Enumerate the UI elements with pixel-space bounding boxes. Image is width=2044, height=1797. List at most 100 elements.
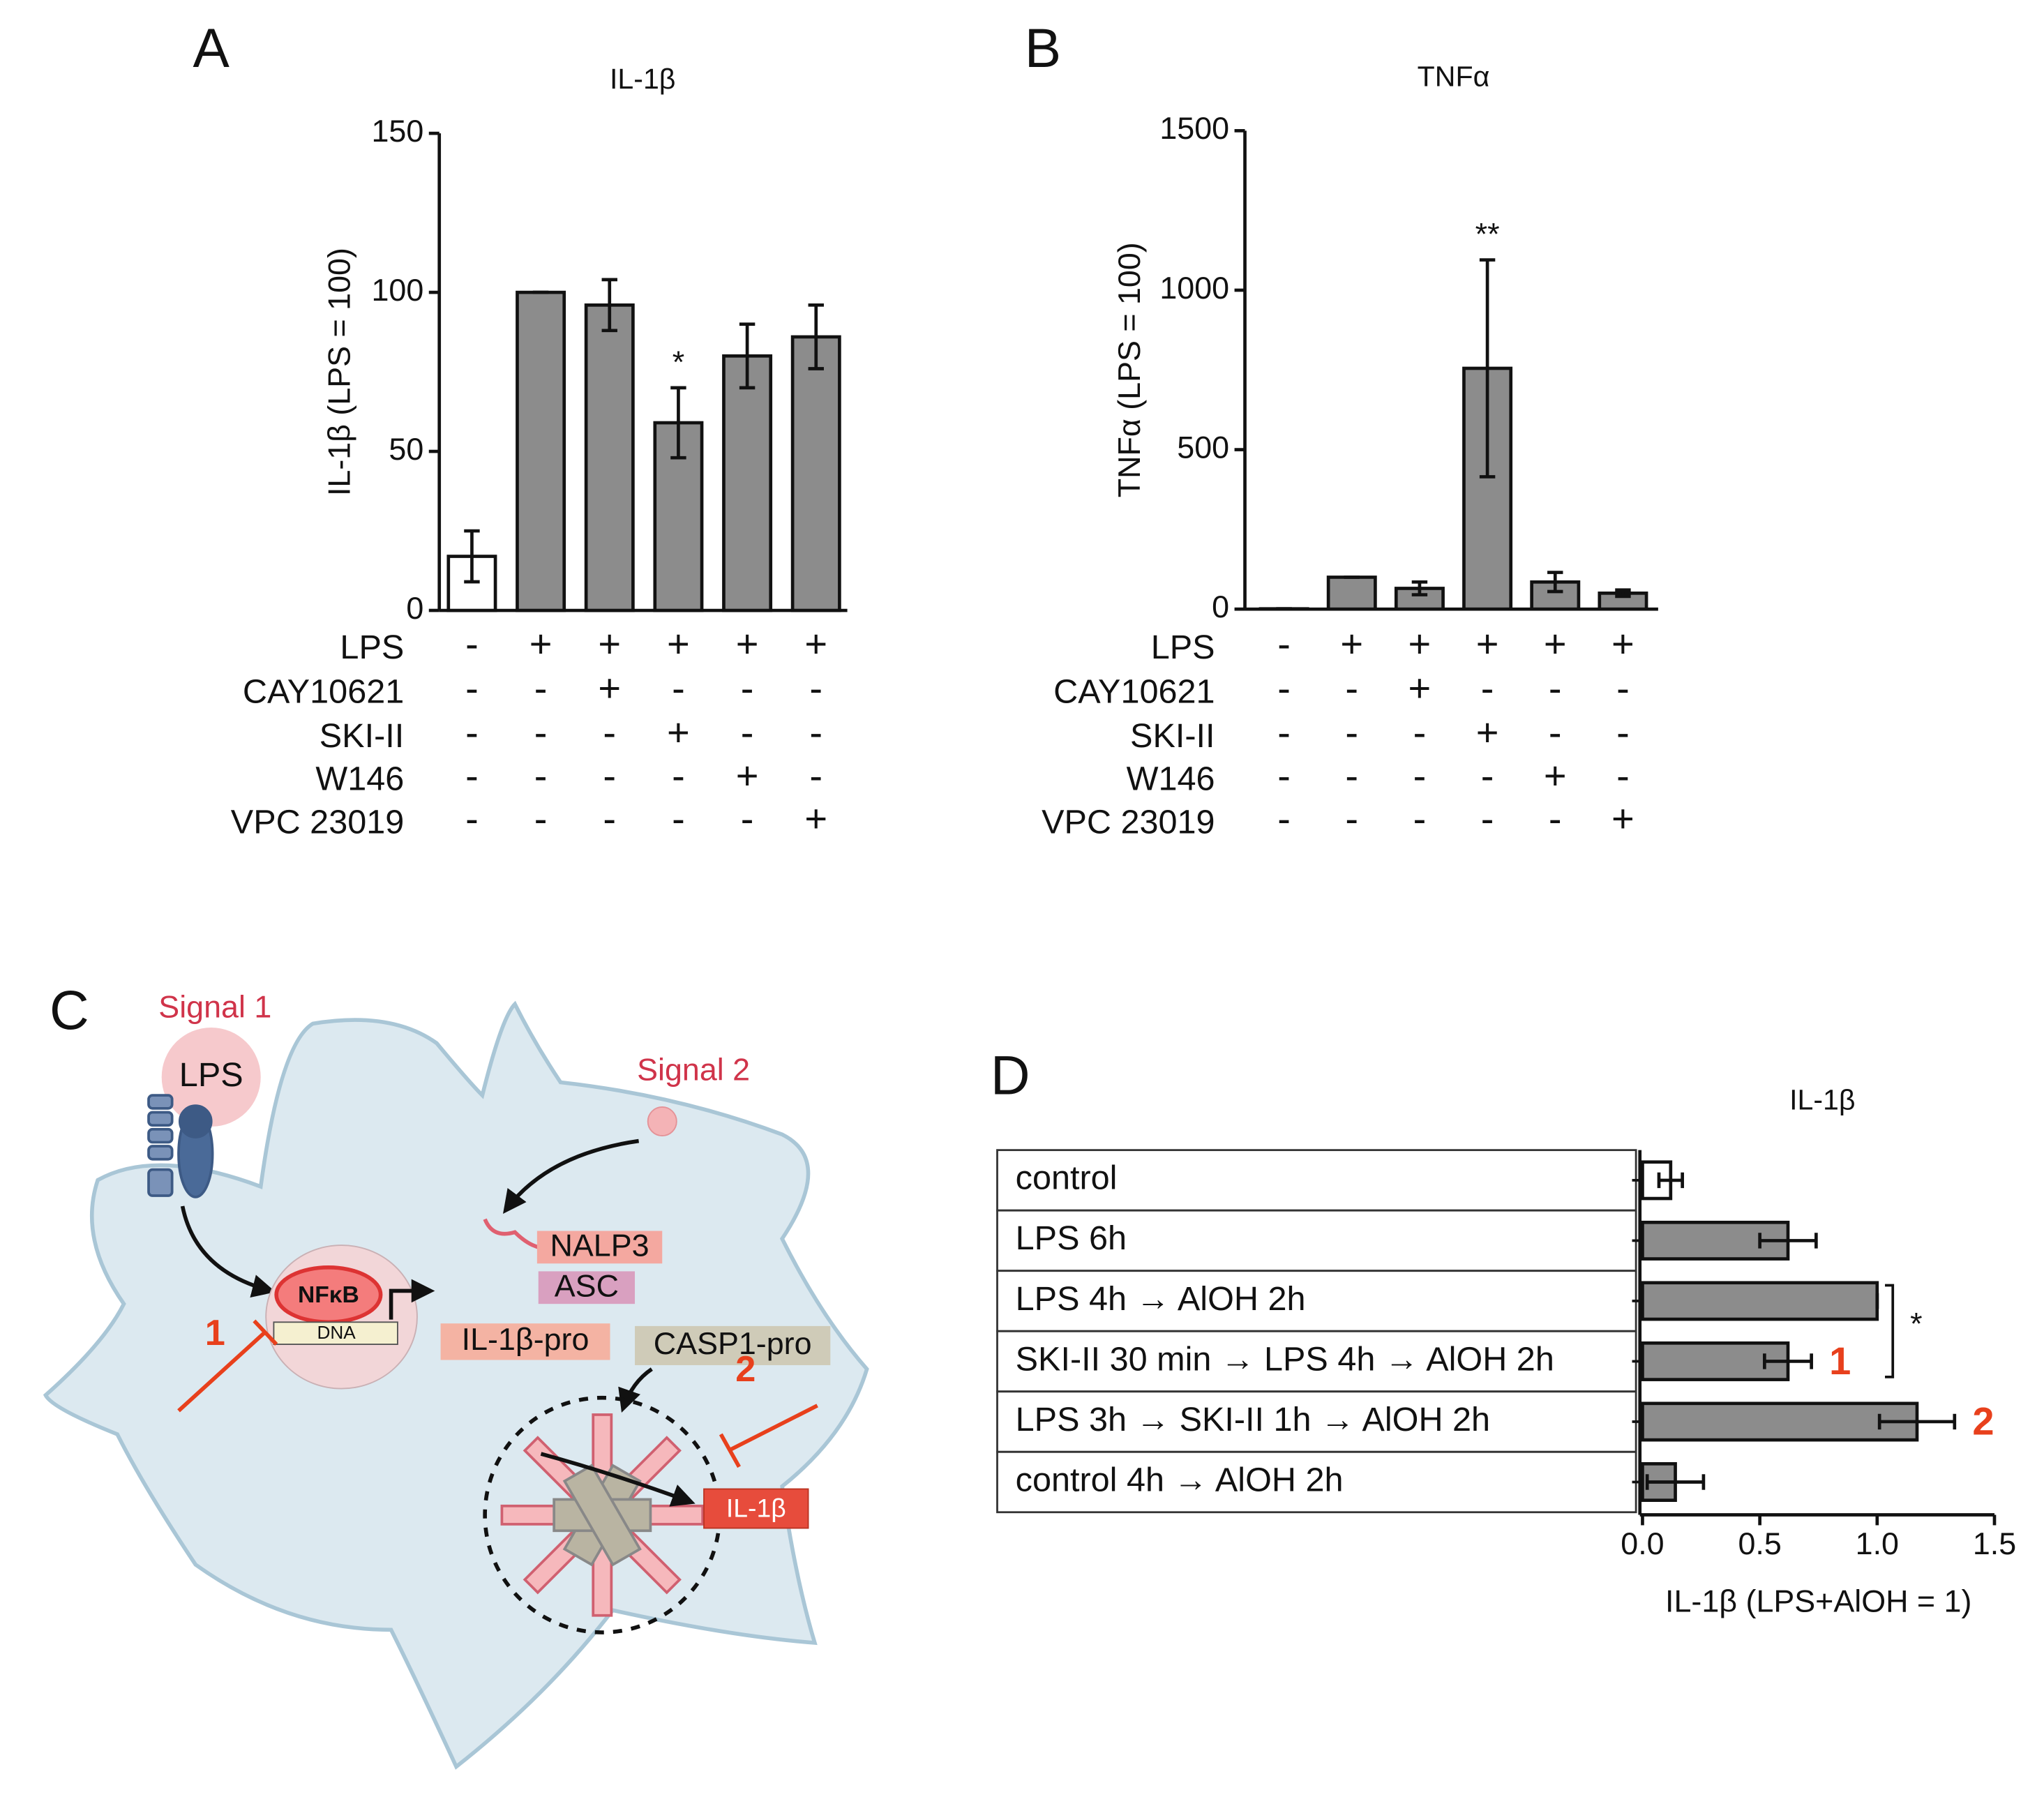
treatment-sign: -: [1549, 666, 1562, 710]
bar: [584, 303, 635, 612]
treatment-sign: -: [534, 666, 548, 710]
treatment-sign: +: [598, 666, 621, 710]
bar: [1641, 1401, 1919, 1442]
treatment-sign: -: [1413, 710, 1427, 754]
nfkb-label: NFκB: [298, 1282, 359, 1308]
treatment-sign: -: [1345, 710, 1358, 754]
y-axis-label: TNFα (LPS = 100): [1111, 242, 1147, 497]
treatment-sign: +: [1408, 666, 1431, 710]
y-tick-label: 0: [1212, 589, 1229, 624]
arrow: [503, 1138, 640, 1214]
significance-label: **: [1475, 216, 1500, 252]
treatment-sign: -: [1549, 797, 1562, 841]
treatment-sign: -: [465, 753, 479, 797]
treatment-sign: +: [1611, 622, 1635, 666]
inhibitor: [719, 1404, 818, 1468]
treatment-name: W146: [315, 760, 404, 798]
treatment-name: LPS: [1151, 629, 1215, 666]
treatment-sign: -: [1616, 753, 1630, 797]
y-tick-label: 1000: [1159, 270, 1229, 306]
bar: [1641, 1281, 1879, 1321]
treatment-sign: -: [672, 797, 685, 841]
row-label: control 4h → AlOH 2h: [1016, 1461, 1344, 1498]
lps-label: LPS: [179, 1056, 243, 1094]
treatment-name: W146: [1127, 760, 1215, 798]
treatment-sign: +: [1611, 797, 1635, 841]
annotation: 1: [1829, 1339, 1851, 1383]
treatment-sign: -: [465, 666, 479, 710]
panel-label: D: [991, 1044, 1030, 1106]
inhibitor-label: 2: [735, 1349, 756, 1390]
signal2-label: Signal 2: [637, 1051, 750, 1087]
bar: [1326, 576, 1377, 611]
treatment-name: LPS: [340, 629, 404, 666]
treatment-name: VPC 23019: [1042, 803, 1215, 841]
panel-label: C: [50, 979, 89, 1041]
treatment-sign: -: [1345, 797, 1358, 841]
treatment-sign: -: [465, 797, 479, 841]
il1b-pro: [440, 1323, 610, 1360]
nalp3-label: NALP3: [550, 1228, 649, 1263]
row-label: LPS 3h → SKI-II 1h → AlOH 2h: [1016, 1401, 1490, 1438]
treatment-sign: +: [1340, 622, 1363, 666]
chart-title: IL-1β: [1789, 1083, 1855, 1115]
bar: [722, 354, 773, 612]
signal1-label: Signal 1: [158, 989, 271, 1025]
receptor: [147, 1094, 214, 1198]
treatment-sign: -: [672, 666, 685, 710]
treatment-sign: +: [736, 753, 759, 797]
treatment-sign: +: [529, 622, 553, 666]
chart-title: IL-1β: [610, 63, 675, 95]
treatment-sign: -: [1345, 666, 1358, 710]
treatment-name: CAY10621: [243, 672, 404, 710]
treatment-sign: -: [534, 797, 548, 841]
bar: [790, 335, 841, 612]
treatment-sign: +: [804, 797, 827, 841]
treatment-sign: -: [603, 753, 616, 797]
il1b: [703, 1488, 809, 1529]
nalp3-hook: [483, 1218, 542, 1250]
treatment-sign: -: [1616, 666, 1630, 710]
treatment-sign: -: [1413, 797, 1427, 841]
arrow: [180, 1205, 276, 1298]
treatment-sign: -: [1616, 710, 1630, 754]
treatment-name: CAY10621: [1053, 672, 1215, 710]
x-tick-label: 1.0: [1856, 1526, 1899, 1561]
row-label: control: [1016, 1159, 1118, 1197]
lps-ligand: [161, 1027, 261, 1127]
treatment-sign: -: [1277, 622, 1291, 666]
treatment-sign: -: [809, 666, 822, 710]
treatment-sign: -: [1481, 753, 1494, 797]
dna-label: DNA: [317, 1322, 356, 1343]
arrow: [540, 1452, 696, 1507]
treatment-sign: -: [809, 753, 822, 797]
casp1-pro-label: CASP1-pro: [654, 1325, 812, 1361]
y-tick-label: 500: [1177, 429, 1229, 465]
asc: [538, 1271, 636, 1304]
treatment-sign: -: [741, 797, 754, 841]
treatment-sign: +: [667, 622, 690, 666]
inhibitor: [177, 1319, 278, 1413]
x-tick-label: 0.5: [1738, 1526, 1781, 1561]
treatment-sign: -: [534, 753, 548, 797]
treatment-sign: -: [1277, 753, 1291, 797]
treatment-sign: +: [598, 622, 621, 666]
x-axis-label: IL-1β (LPS+AlOH = 1): [1665, 1583, 1971, 1618]
treatment-sign: -: [1413, 753, 1427, 797]
treatment-sign: +: [1476, 622, 1499, 666]
significance-label: *: [1910, 1306, 1922, 1341]
arrow: [389, 1279, 435, 1320]
x-tick-label: 0.0: [1621, 1526, 1664, 1561]
treatment-sign: +: [804, 622, 827, 666]
y-tick-label: 100: [372, 272, 424, 308]
treatment-sign: +: [667, 710, 690, 754]
bar: [516, 290, 566, 612]
il1b-pro-label: IL-1β-pro: [462, 1321, 589, 1357]
treatment-sign: -: [465, 710, 479, 754]
treatment-sign: -: [1481, 666, 1494, 710]
annotation: 2: [1972, 1399, 1994, 1443]
inhibitor-label: 1: [205, 1313, 225, 1353]
treatment-sign: -: [741, 710, 754, 754]
cell-diagram: C Signal 1 LPS NFκB DNA 1 Signal 2 NALP3…: [43, 979, 869, 1770]
treatment-sign: -: [1277, 797, 1291, 841]
